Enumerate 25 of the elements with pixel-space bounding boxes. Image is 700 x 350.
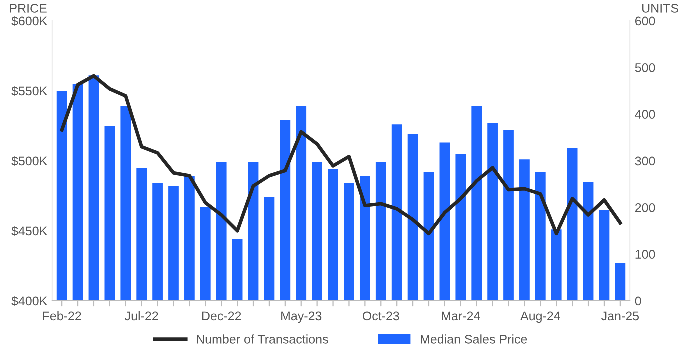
y2-tick-label: 100 (636, 250, 656, 259)
y2-tick-label: 0 (635, 296, 642, 306)
x-tick-label: Jul-22 (125, 311, 158, 321)
x-tick-label: Jan-25 (602, 312, 640, 321)
y-tick-label: $600K (12, 16, 48, 26)
y2-tick-label: 300 (635, 156, 656, 166)
y2-tick-label: 500 (635, 63, 656, 72)
x-tick-label: Dec-22 (202, 312, 242, 321)
y2-tick-label: 600 (635, 16, 656, 26)
x-tick-label: Feb-22 (43, 311, 82, 321)
y-axis-title: PRICE (10, 4, 47, 13)
y-tick-label: $400K (12, 296, 48, 306)
y2-axis-title: UNITS (642, 4, 678, 13)
line-series (60, 74, 622, 236)
y-tick-label: $450K (12, 226, 48, 236)
legend-label: Number of Transactions (197, 334, 328, 344)
y-tick-label: $500K (12, 156, 48, 166)
x-tick-label: Mar-24 (442, 312, 480, 321)
x-tick-label: Oct-23 (362, 312, 400, 321)
x-tick-label: May-23 (282, 312, 322, 324)
y2-tick-label: 400 (635, 110, 656, 119)
legend-label: Median Sales Price (421, 334, 528, 344)
y2-tick-label: 200 (635, 203, 656, 212)
x-tick-label: Aug-24 (520, 312, 560, 324)
y-tick-label: $550K (12, 86, 48, 96)
